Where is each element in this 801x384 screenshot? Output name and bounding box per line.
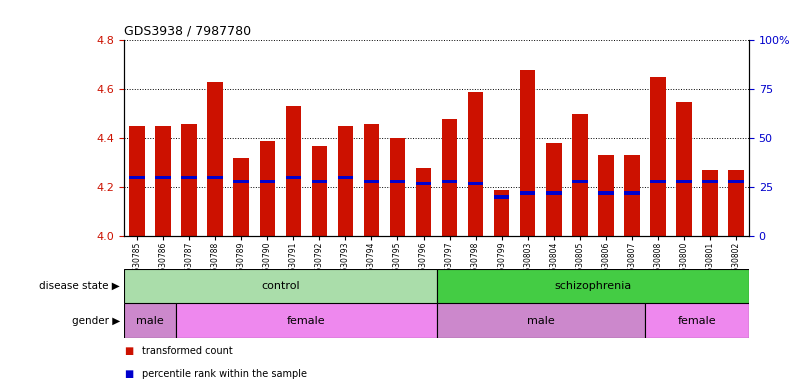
Bar (338, 176, 353, 179)
Bar (390, 138, 405, 236)
Bar (468, 182, 484, 185)
Bar (182, 124, 197, 236)
Bar (124, 269, 437, 303)
Bar (702, 170, 718, 236)
Bar (572, 114, 588, 236)
Bar (676, 101, 692, 236)
Text: female: female (287, 316, 326, 326)
Bar (182, 176, 197, 179)
Bar (155, 176, 171, 179)
Text: ■: ■ (124, 369, 134, 379)
Bar (130, 126, 145, 236)
Bar (520, 70, 536, 236)
Text: female: female (678, 316, 716, 326)
Bar (468, 92, 484, 236)
Bar (234, 180, 249, 183)
Bar (390, 180, 405, 183)
Bar (598, 192, 614, 195)
Bar (702, 180, 718, 183)
Text: schizophrenia: schizophrenia (554, 281, 631, 291)
Bar (207, 82, 223, 236)
Bar (364, 124, 380, 236)
Bar (437, 303, 645, 338)
Bar (312, 180, 328, 183)
Bar (624, 192, 640, 195)
Bar (207, 176, 223, 179)
Bar (624, 156, 640, 236)
Bar (728, 170, 744, 236)
Text: GDS3938 / 7987780: GDS3938 / 7987780 (124, 25, 252, 38)
Text: transformed count: transformed count (142, 346, 232, 356)
Bar (494, 190, 509, 236)
Bar (520, 192, 536, 195)
Bar (176, 303, 437, 338)
Text: ■: ■ (124, 346, 134, 356)
Bar (546, 192, 562, 195)
Bar (260, 141, 276, 236)
Bar (260, 180, 276, 183)
Text: male: male (527, 316, 554, 326)
Text: percentile rank within the sample: percentile rank within the sample (142, 369, 307, 379)
Bar (416, 167, 432, 236)
Bar (312, 146, 328, 236)
Text: disease state ▶: disease state ▶ (39, 281, 120, 291)
Bar (676, 180, 692, 183)
Bar (338, 126, 353, 236)
Bar (286, 106, 301, 236)
Bar (437, 269, 749, 303)
Bar (546, 143, 562, 236)
Bar (234, 158, 249, 236)
Bar (155, 126, 171, 236)
Bar (130, 176, 145, 179)
Bar (494, 195, 509, 199)
Bar (364, 180, 380, 183)
Text: control: control (261, 281, 300, 291)
Bar (442, 119, 457, 236)
Bar (598, 156, 614, 236)
Bar (728, 180, 744, 183)
Bar (650, 77, 666, 236)
Text: male: male (136, 316, 164, 326)
Text: gender ▶: gender ▶ (72, 316, 120, 326)
Bar (416, 182, 432, 185)
Bar (442, 180, 457, 183)
Bar (124, 303, 176, 338)
Bar (572, 180, 588, 183)
Bar (650, 180, 666, 183)
Bar (645, 303, 749, 338)
Bar (286, 176, 301, 179)
